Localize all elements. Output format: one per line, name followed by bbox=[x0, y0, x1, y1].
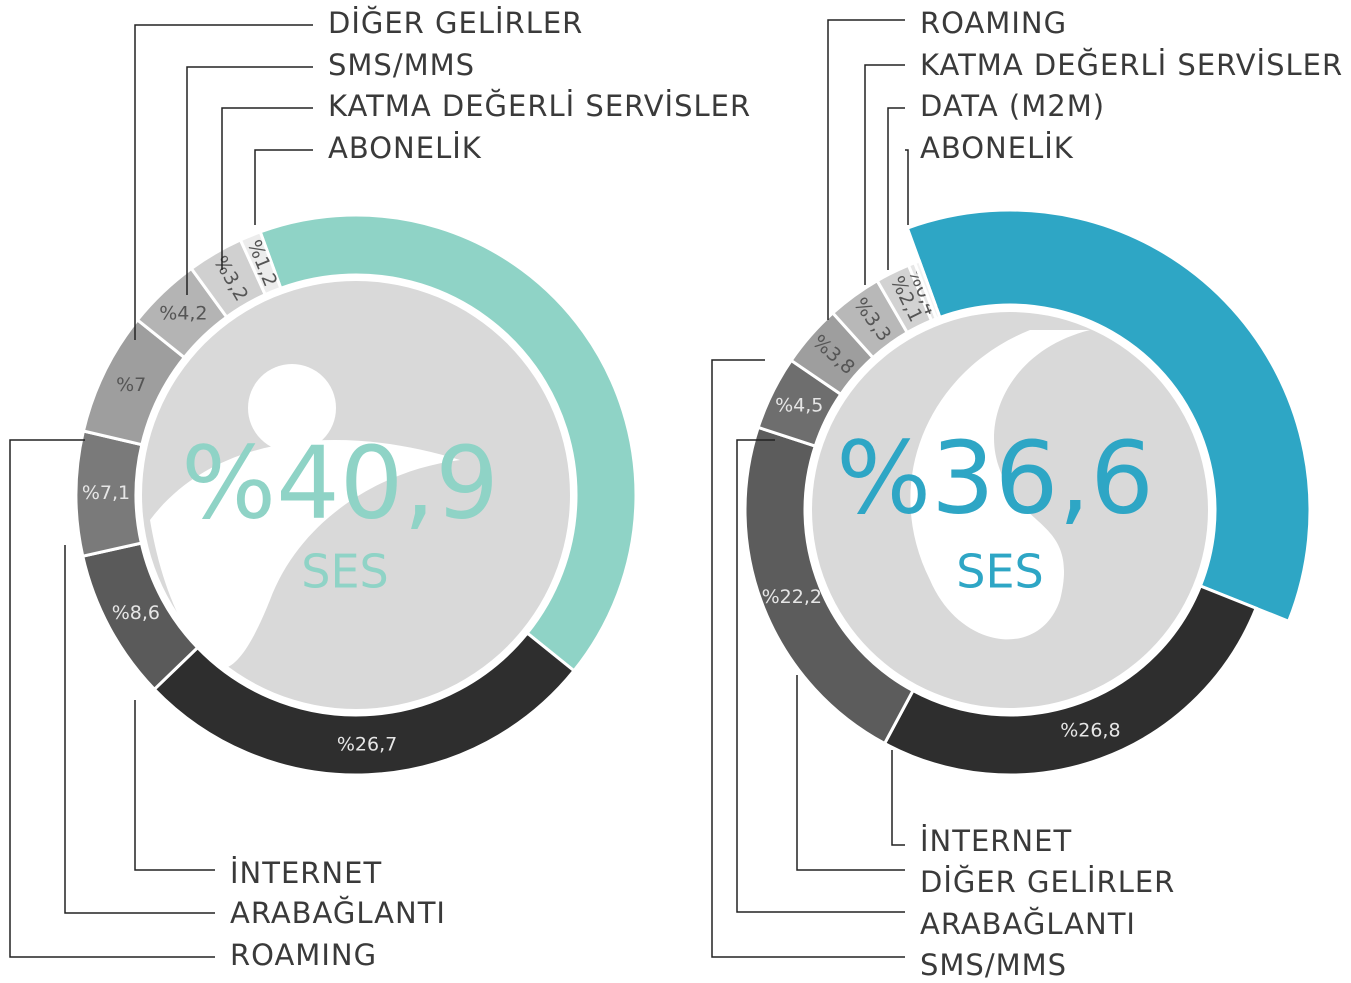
segment-label: %7,1 bbox=[82, 482, 130, 504]
center-label: SES bbox=[956, 545, 1043, 599]
leader-line bbox=[254, 149, 313, 225]
center-value: %40,9 bbox=[181, 424, 499, 541]
legend-label: ARABAĞLANTI bbox=[920, 907, 1136, 941]
segment-label: %4,2 bbox=[159, 303, 207, 325]
segment-label: %8,6 bbox=[112, 602, 160, 624]
legend-label: İNTERNET bbox=[230, 856, 382, 890]
leader-line bbox=[186, 66, 313, 295]
pie-segment bbox=[238, 229, 283, 297]
legend-label: DİĞER GELİRLER bbox=[328, 6, 583, 40]
leader-line bbox=[9, 439, 215, 958]
leader-line bbox=[736, 439, 905, 913]
leader-line bbox=[221, 107, 313, 270]
segment-label: %7 bbox=[116, 374, 146, 396]
legend-label: DATA (M2M) bbox=[920, 89, 1105, 123]
legend-label: DİĞER GELİRLER bbox=[920, 865, 1175, 899]
leader-line bbox=[891, 750, 905, 846]
leader-line bbox=[864, 64, 905, 285]
legend-label: ARABAĞLANTI bbox=[230, 896, 446, 930]
leader-line bbox=[711, 359, 905, 958]
leader-line bbox=[887, 107, 905, 270]
leader-line bbox=[827, 19, 905, 320]
leader-line bbox=[905, 149, 909, 225]
logo-right bbox=[812, 312, 1208, 708]
center-value: %36,6 bbox=[836, 419, 1154, 536]
leader-line bbox=[134, 700, 215, 871]
leader-line bbox=[64, 545, 215, 914]
legend-label: ROAMING bbox=[230, 938, 377, 972]
segment-label: %4,5 bbox=[775, 395, 823, 417]
legend-label: ROAMING bbox=[920, 6, 1067, 40]
segment-label: %26,7 bbox=[337, 733, 397, 755]
legend-label: SMS/MMS bbox=[920, 948, 1067, 982]
segment-label: %26,8 bbox=[1060, 719, 1120, 741]
legend-label: İNTERNET bbox=[920, 824, 1072, 858]
leader-line bbox=[796, 675, 905, 871]
leader-line bbox=[134, 24, 313, 340]
legend-label: SMS/MMS bbox=[328, 48, 475, 82]
pie-segment bbox=[905, 208, 1312, 624]
pie-segment bbox=[258, 213, 638, 673]
legend-label: ABONELİK bbox=[920, 131, 1074, 165]
legend-label: ABONELİK bbox=[328, 131, 482, 165]
legend-label: KATMA DEĞERLİ SERVİSLER bbox=[328, 89, 751, 123]
legend-label: KATMA DEĞERLİ SERVİSLER bbox=[920, 48, 1343, 82]
center-label: SES bbox=[301, 545, 388, 599]
segment-label: %22,2 bbox=[762, 586, 822, 608]
logo-left bbox=[142, 281, 570, 709]
pie-segment bbox=[912, 259, 942, 321]
